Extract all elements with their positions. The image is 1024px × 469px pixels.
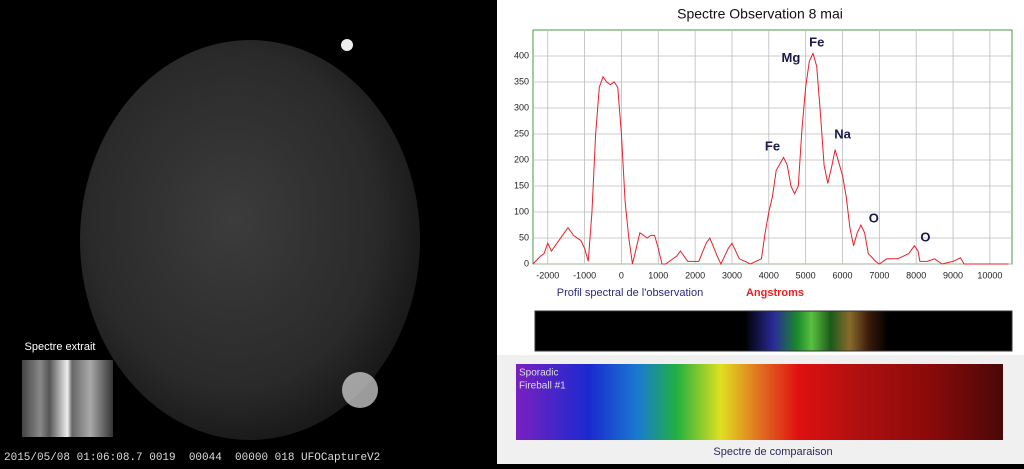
y-tick-label: 250 (514, 128, 529, 138)
x-tick-label: 1000 (648, 270, 668, 280)
y-tick-label: 300 (514, 102, 529, 112)
annotation: Mg (782, 50, 801, 65)
y-tick-label: 200 (514, 154, 529, 164)
annotation: Fe (809, 34, 824, 49)
x-tick-label: 10000 (977, 270, 1002, 280)
extracted-spectrum (22, 360, 113, 437)
x-tick-label: 7000 (869, 270, 889, 280)
timestamp: 2015/05/08 01:06:08.7 0019 00044 00000 0… (4, 452, 380, 464)
annotation: O (869, 211, 879, 226)
comparison-name: Sporadic (519, 368, 558, 379)
x-tick-label: -1000 (573, 270, 596, 280)
light-glow (342, 372, 378, 408)
chart-title: Spectre Observation 8 mai (677, 6, 843, 22)
plot-area (532, 29, 1013, 265)
y-tick-label: 50 (519, 232, 529, 242)
comparison-spectrum (516, 364, 1003, 440)
x-tick-label: 6000 (832, 270, 852, 280)
comparison-subname: Fireball #1 (519, 381, 566, 392)
x-axis-label: Angstroms (746, 287, 804, 299)
annotation: Na (834, 126, 851, 141)
video-label: Spectre extrait (25, 341, 96, 353)
fisheye-sky (80, 40, 420, 440)
y-tick-label: 400 (514, 50, 529, 60)
x-tick-label: 2000 (685, 270, 705, 280)
annotation: Fe (765, 138, 780, 153)
x-tick-label: 4000 (759, 270, 779, 280)
y-tick-label: 150 (514, 180, 529, 190)
y-tick-label: 0 (524, 258, 529, 268)
comparison-caption: Spectre de comparaison (713, 446, 832, 458)
x-tick-label: 0 (619, 270, 624, 280)
x-tick-label: -2000 (536, 270, 559, 280)
observed-spectrum (534, 310, 1013, 352)
x-tick-label: 5000 (796, 270, 816, 280)
x-tick-label: 8000 (906, 270, 926, 280)
annotation: O (920, 229, 930, 244)
x-tick-label: 9000 (943, 270, 963, 280)
light-glow (341, 39, 353, 51)
caption: Profil spectral de l'observation (557, 287, 703, 299)
y-tick-label: 350 (514, 76, 529, 86)
y-tick-label: 100 (514, 206, 529, 216)
spectrum-line (532, 51, 1009, 266)
x-tick-label: 3000 (722, 270, 742, 280)
